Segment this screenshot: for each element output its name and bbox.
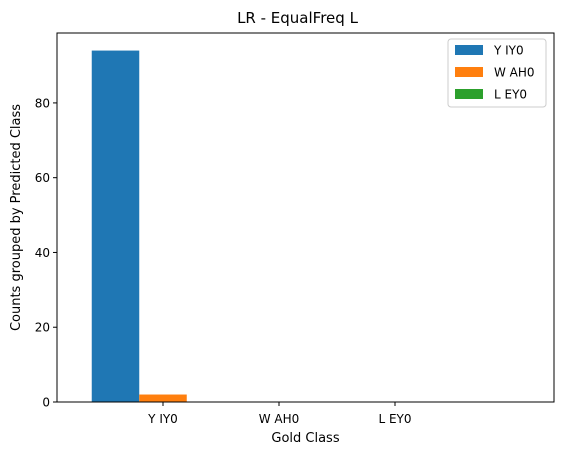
legend-label: Y IY0 (493, 44, 524, 58)
x-tick-label: Y IY0 (147, 412, 178, 426)
legend-label: L EY0 (494, 88, 527, 102)
x-axis-ticks: Y IY0 W AH0 L EY0 (147, 402, 412, 426)
bar (91, 50, 140, 402)
x-tick-label: L EY0 (378, 412, 411, 426)
bar (139, 394, 187, 402)
legend: Y IY0 W AH0 L EY0 (447, 38, 547, 108)
y-tick-label: 80 (35, 96, 50, 110)
x-tick-label: W AH0 (259, 412, 300, 426)
plot-frame (56, 32, 555, 403)
y-tick-label: 0 (42, 396, 50, 410)
y-axis-ticks: 0 20 40 60 80 (35, 96, 57, 410)
legend-label: W AH0 (494, 66, 535, 80)
x-axis-label: Gold Class (271, 431, 339, 446)
legend-swatch (455, 45, 483, 55)
y-tick-label: 20 (35, 321, 50, 335)
legend-swatch (455, 67, 483, 77)
chart-title: LR - EqualFreq L (237, 9, 358, 27)
legend-items: Y IY0 W AH0 L EY0 (455, 44, 535, 102)
y-axis-label: Counts grouped by Predicted Class (9, 104, 24, 331)
bars (91, 50, 187, 402)
legend-swatch (455, 89, 483, 99)
y-tick-label: 40 (35, 246, 50, 260)
y-tick-label: 60 (35, 171, 50, 185)
